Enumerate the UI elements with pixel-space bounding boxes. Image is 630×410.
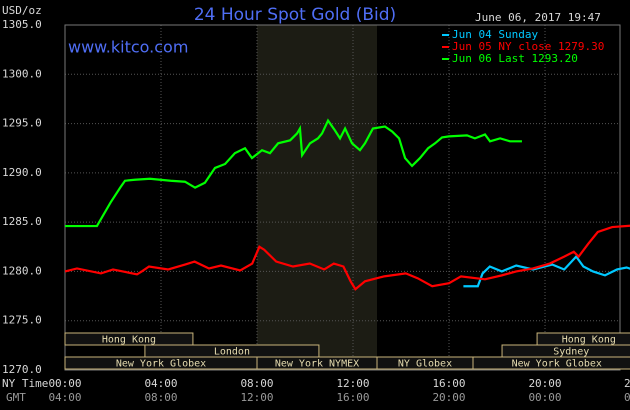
legend-label: Jun 05 NY close 1279.30 xyxy=(452,40,604,53)
session-label: NY Globex xyxy=(398,359,452,370)
x2-tick-label: 04:00 xyxy=(48,391,81,404)
x-axis-label: NY Time xyxy=(2,377,48,390)
y-axis-label: USD/oz xyxy=(2,4,42,17)
legend-label: Jun 06 Last 1293.20 xyxy=(452,52,578,65)
session-label: New York Globex xyxy=(116,359,206,370)
x-tick-label: 08:00 xyxy=(240,377,273,390)
x2-tick-label: 08:00 xyxy=(144,391,177,404)
watermark: www.kitco.com xyxy=(68,38,188,57)
y-tick-label: 1290.0 xyxy=(2,166,42,179)
highlight-band xyxy=(257,25,377,370)
y-tick-label: 1305.0 xyxy=(2,18,42,31)
session-label: New York NYMEX xyxy=(275,359,359,370)
plot-frame xyxy=(64,24,621,371)
x2-tick-label: 16:00 xyxy=(336,391,369,404)
y-tick-label: 1300.0 xyxy=(2,67,42,80)
legend-label: Jun 04 Sunday xyxy=(452,28,538,41)
timestamp: June 06, 2017 19:47 xyxy=(475,11,601,24)
session-label: London xyxy=(214,347,250,358)
session-label: Hong Kong xyxy=(562,335,616,346)
y-tick-label: 1280.0 xyxy=(2,264,42,277)
x2-axis-label: GMT xyxy=(6,391,26,404)
y-tick-label: 1270.0 xyxy=(2,363,42,376)
x2-tick-label: 03:59 xyxy=(624,391,630,404)
session-label: Sydney xyxy=(553,347,589,358)
y-tick-label: 1295.0 xyxy=(2,117,42,130)
session-box xyxy=(472,356,630,370)
x-tick-label: 23:59 xyxy=(624,377,630,390)
x-tick-label: 00:00 xyxy=(48,377,81,390)
y-tick-label: 1275.0 xyxy=(2,314,42,327)
x2-tick-label: 12:00 xyxy=(240,391,273,404)
x2-tick-label: 20:00 xyxy=(432,391,465,404)
series-line xyxy=(65,118,522,228)
series-line xyxy=(463,254,630,288)
x-tick-label: 20:00 xyxy=(528,377,561,390)
y-tick-label: 1285.0 xyxy=(2,215,42,228)
session-label: Hong Kong xyxy=(102,335,156,346)
x-tick-label: 04:00 xyxy=(144,377,177,390)
x-tick-label: 12:00 xyxy=(336,377,369,390)
session-label: New York Globex xyxy=(512,359,602,370)
x2-tick-label: 00:00 xyxy=(528,391,561,404)
session-box xyxy=(64,332,194,346)
series-line xyxy=(64,224,630,291)
chart-title: 24 Hour Spot Gold (Bid) xyxy=(194,5,396,25)
x-tick-label: 16:00 xyxy=(432,377,465,390)
